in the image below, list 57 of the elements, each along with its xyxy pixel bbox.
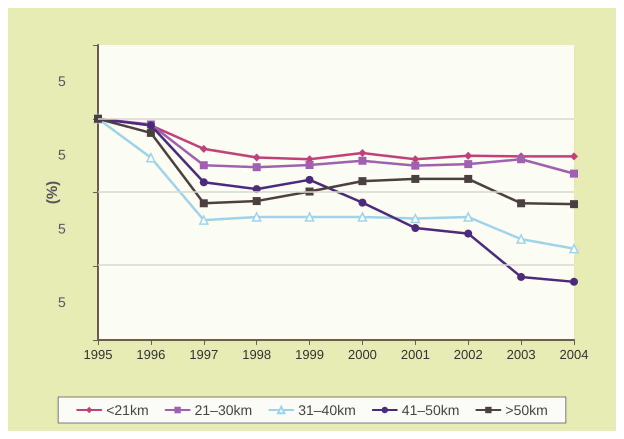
- point: [252, 212, 262, 222]
- point: [516, 234, 526, 244]
- text: 5: [58, 220, 66, 236]
- point: [570, 278, 578, 286]
- point: [358, 156, 366, 165]
- point: [252, 163, 261, 172]
- legend-label: 41–50km: [402, 402, 460, 418]
- point: [358, 177, 366, 186]
- point: [358, 212, 368, 222]
- point: [358, 149, 366, 158]
- point: [464, 174, 472, 183]
- text: 5: [58, 146, 66, 163]
- legend-label: <21km: [106, 402, 149, 418]
- point: [410, 214, 420, 224]
- point: [411, 224, 420, 232]
- legend-label: 21–30km: [194, 402, 252, 418]
- point: [517, 272, 526, 281]
- point: [464, 230, 472, 238]
- point: [517, 199, 526, 208]
- x-tick-label: 2002: [454, 347, 483, 362]
- legend-label: >50km: [505, 402, 548, 418]
- point: [517, 155, 526, 164]
- text: 5: [58, 294, 66, 310]
- point: [464, 160, 472, 168]
- point: [463, 212, 473, 222]
- point: [358, 198, 366, 207]
- x-tick-label: 2003: [506, 347, 536, 362]
- point: [306, 160, 314, 169]
- x-tick-label: 1998: [242, 347, 272, 362]
- point: [570, 200, 578, 208]
- x-tick-label: 2001: [400, 347, 430, 362]
- point: [200, 178, 208, 186]
- point: [252, 153, 261, 162]
- point: [146, 152, 156, 162]
- x-tick-label: 1999: [295, 347, 324, 362]
- point: [199, 215, 209, 225]
- x-tick-label: 1997: [189, 347, 218, 362]
- point: [200, 144, 208, 153]
- point: [146, 128, 155, 137]
- text: 5: [58, 72, 66, 89]
- point: [306, 176, 314, 184]
- x-tick-label: 2000: [348, 347, 377, 362]
- point: [200, 199, 208, 208]
- point: [252, 197, 261, 206]
- x-tick-label: 2004: [560, 347, 588, 362]
- y-axis-title: (%): [44, 180, 61, 204]
- point: [570, 170, 578, 178]
- point: [304, 212, 314, 222]
- x-tick-label: 1996: [136, 347, 166, 362]
- point: [570, 152, 578, 160]
- point: [411, 162, 420, 170]
- point: [464, 152, 472, 160]
- point: [200, 161, 208, 170]
- point: [569, 244, 579, 254]
- legend-label: 31–40km: [298, 402, 356, 418]
- x-tick-label: 1995: [84, 347, 112, 362]
- point: [411, 174, 420, 183]
